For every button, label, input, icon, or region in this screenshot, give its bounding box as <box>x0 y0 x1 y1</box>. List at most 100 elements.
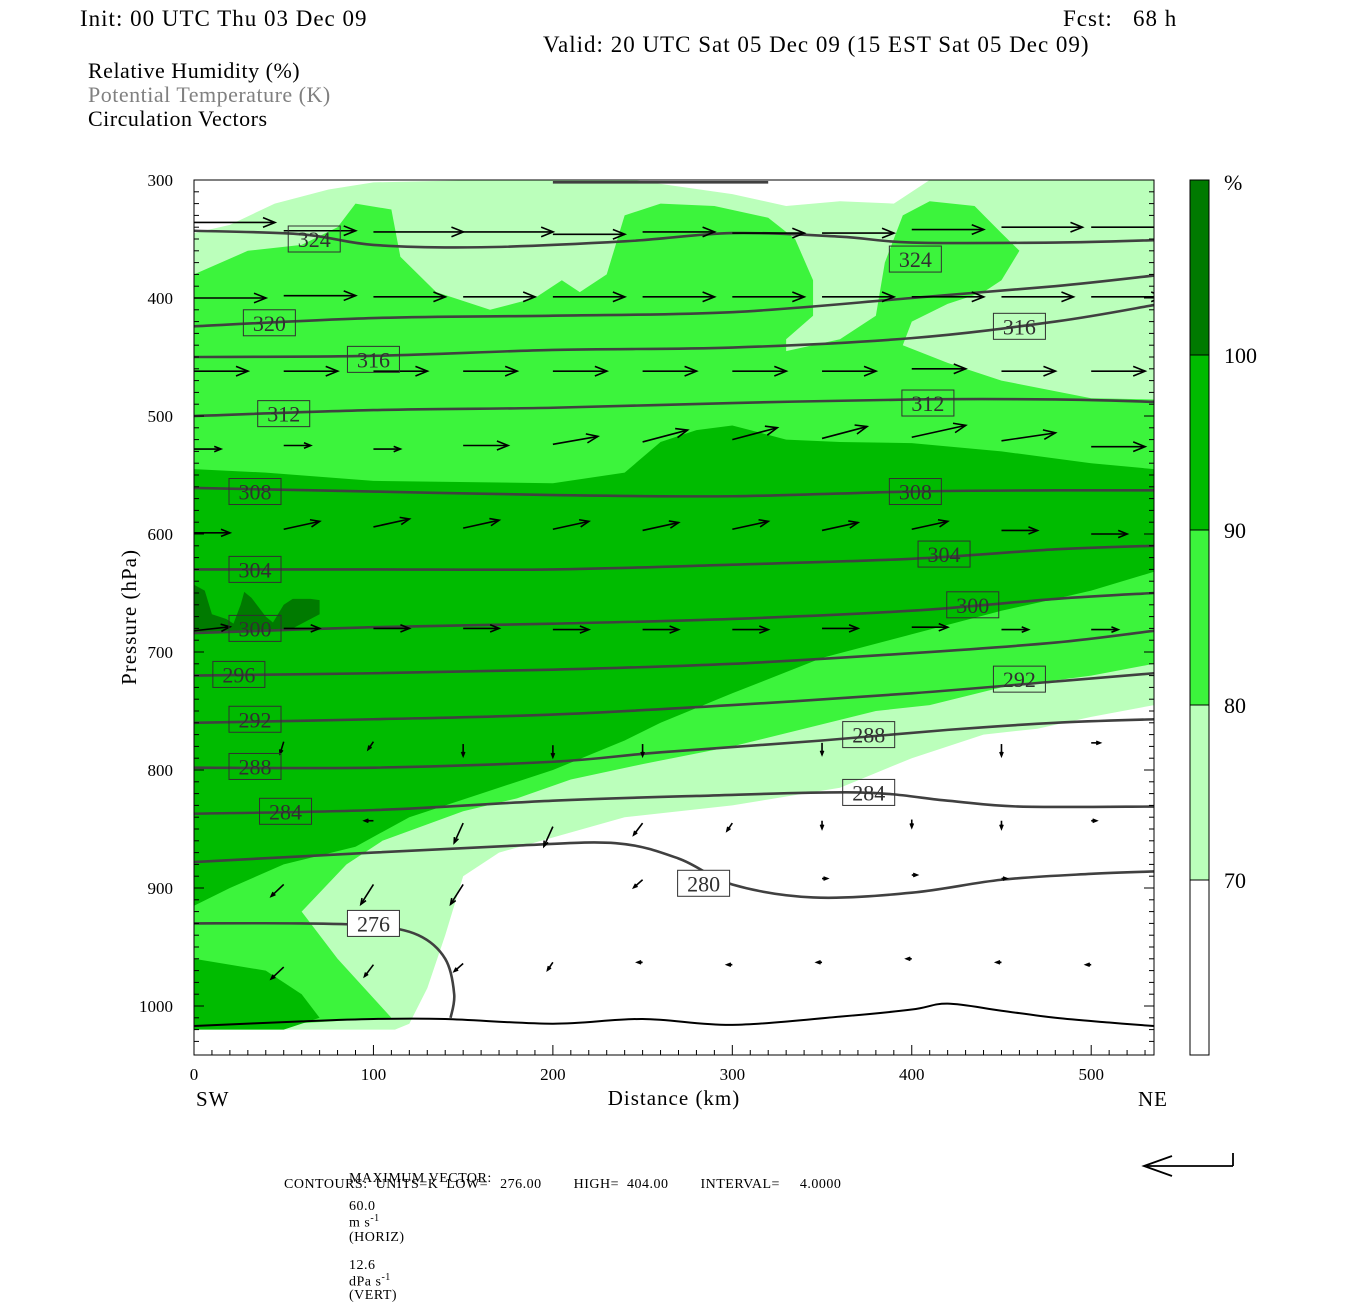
colorbar-level-label: 90 <box>1224 518 1246 543</box>
contour-label-box <box>228 752 282 780</box>
vector-arrow <box>632 822 644 837</box>
colorbar: 100 90 80 70% <box>1189 170 1257 1056</box>
vector-arrow <box>552 291 628 303</box>
vector-arrow <box>822 365 879 377</box>
vector-arrow <box>642 427 690 443</box>
vector-arrow <box>546 961 554 973</box>
vector-arrow <box>642 226 717 238</box>
max-vert-unit: dPa s <box>349 1274 382 1290</box>
vector-arrow <box>822 227 897 239</box>
vector-arrow <box>642 291 717 303</box>
vector-arrow <box>452 962 464 973</box>
vector-arrow <box>373 291 448 303</box>
vector-arrow <box>822 624 861 633</box>
rh-region-4 <box>194 584 320 632</box>
contour-label-box <box>901 389 955 417</box>
vector-arrow <box>1001 291 1076 303</box>
vector-arrow <box>283 365 340 377</box>
vector-arrow <box>1091 740 1103 746</box>
contour-label-box <box>888 245 942 273</box>
theta-contour-312 <box>194 397 1154 418</box>
contour-label-296: 296 <box>222 662 255 687</box>
x-tick-label: 300 <box>720 1065 746 1084</box>
vector-arrow <box>194 445 224 453</box>
vector-arrow <box>819 742 825 757</box>
max-vector-label: MAXIMUM VECTOR: <box>349 1171 492 1186</box>
vector-arrow <box>194 528 233 538</box>
contour-label-box <box>228 478 282 506</box>
contours-info: CONTOURS: UNITS=K LOW= 276.00 HIGH= 404.… <box>284 1177 842 1192</box>
vector-arrow <box>822 291 897 303</box>
y-tick-label: 400 <box>148 289 174 308</box>
max-vert-value: 12.6 <box>349 1257 376 1273</box>
vector-arrow <box>911 518 950 531</box>
contour-label-300: 300 <box>956 593 989 618</box>
contour-label-308: 308 <box>899 480 932 505</box>
theta-contour-304 <box>194 544 1154 572</box>
vector-arrow <box>732 291 807 303</box>
vector-arrow <box>552 625 592 634</box>
x-tick-label: 500 <box>1078 1065 1104 1084</box>
vector-arrow <box>642 625 681 634</box>
ground-surface-line <box>194 1002 1154 1028</box>
vector-arrow <box>819 820 825 831</box>
contour-label-276: 276 <box>357 911 390 936</box>
vector-arrow <box>362 818 374 824</box>
vector-arrow <box>911 224 986 236</box>
vector-arrow <box>552 228 628 240</box>
vector-arrow <box>821 424 870 440</box>
contour-label-284: 284 <box>852 780 885 805</box>
vector-arrow <box>1091 365 1148 377</box>
colorbar-segment <box>1190 880 1209 1055</box>
vector-arrow <box>453 822 464 845</box>
theta-contour-308 <box>194 486 1154 498</box>
vector-arrow <box>631 879 644 890</box>
contour-label-316: 316 <box>357 347 390 372</box>
init-time: Init: 00 UTC Thu 03 Dec 09 <box>80 6 368 31</box>
legend-potential-temperature: Potential Temperature (K) <box>88 82 331 107</box>
x-tick-label: 0 <box>190 1065 199 1084</box>
vector-arrow <box>463 226 556 238</box>
max-horiz-tag: (HORIZ) <box>349 1229 405 1245</box>
vector-arrow <box>460 744 466 759</box>
vector-arrow <box>463 291 538 303</box>
vector-arrow <box>373 445 403 453</box>
contour-label-312: 312 <box>267 402 300 427</box>
vector-arrow <box>1091 226 1154 228</box>
vector-arrow <box>373 365 430 377</box>
y-tick-label: 800 <box>148 761 174 780</box>
vector-arrow <box>283 518 322 531</box>
vector-arrow <box>463 624 502 633</box>
vector-arrow <box>1001 876 1010 881</box>
theta-contour-292 <box>194 671 1154 725</box>
vector-arrow <box>1001 429 1058 442</box>
contour-labels: 324 324 320 316 316 312 312 308 308 304 304 300 300 2… <box>212 225 1046 937</box>
vector-arrow <box>373 624 412 633</box>
vector-arrow <box>1001 626 1031 634</box>
y-tick-label: 600 <box>148 525 174 544</box>
contour-label-box <box>259 797 313 825</box>
max-vert-tag: (VERT) <box>349 1288 398 1303</box>
vector-arrow <box>993 959 1002 965</box>
vector-arrow <box>999 744 1004 759</box>
theta-contour-296 <box>194 629 1154 677</box>
contour-label-box <box>242 309 296 337</box>
contour-label-box <box>228 555 282 583</box>
vector-arrow <box>283 225 358 237</box>
vector-arrow <box>359 884 375 907</box>
vector-arrow <box>552 365 610 377</box>
contour-label-box <box>228 705 282 733</box>
theta-contour-284 <box>194 791 1154 815</box>
contour-label-box <box>212 660 266 688</box>
contour-label-304: 304 <box>239 557 272 582</box>
colorbar-segment <box>1190 530 1209 705</box>
colorbar-segment <box>1190 180 1209 355</box>
vector-arrow <box>911 363 968 375</box>
vector-arrow <box>269 883 285 898</box>
vector-arrow <box>194 365 251 377</box>
theta-contour-324 <box>194 229 1154 249</box>
reference-arrow <box>1141 1153 1234 1177</box>
vector-arrow <box>363 964 375 979</box>
contour-label-284: 284 <box>269 799 302 824</box>
y-tick-label: 300 <box>148 171 174 190</box>
